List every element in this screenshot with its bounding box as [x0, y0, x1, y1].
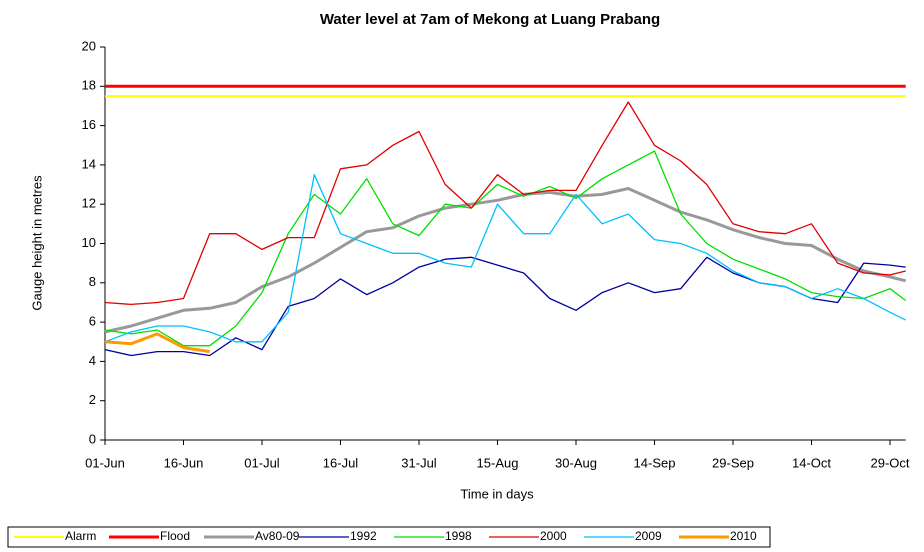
y-tick-label: 16 [82, 117, 96, 132]
x-tick-label: 29-Sep [712, 455, 754, 470]
legend-text: 1992 [350, 529, 377, 543]
x-tick-label: 16-Jul [323, 455, 359, 470]
legend-text: 2000 [540, 529, 567, 543]
x-tick-label: 01-Jun [85, 455, 125, 470]
x-tick-label: 31-Jul [401, 455, 437, 470]
legend-text: 1998 [445, 529, 472, 543]
y-tick-label: 4 [89, 353, 96, 368]
x-tick-label: 30-Aug [555, 455, 597, 470]
y-axis-label: Gauge height in metres [29, 175, 44, 311]
series-line [104, 187, 907, 334]
chart-title: Water level at 7am of Mekong at Luang Pr… [320, 11, 660, 28]
y-tick-label: 6 [89, 314, 96, 329]
legend-box [7, 526, 771, 548]
y-tick-label: 10 [82, 235, 96, 250]
y-tick-label: 0 [89, 431, 96, 446]
y-tick-label: 2 [89, 392, 96, 407]
y-tick-label: 12 [82, 196, 96, 211]
y-tick-label: 14 [82, 156, 96, 171]
x-tick-label: 14-Oct [792, 455, 831, 470]
x-tick-label: 29-Oct [870, 455, 909, 470]
x-axis-label: Time in days [460, 486, 534, 501]
x-tick-label: 01-Jul [244, 455, 280, 470]
y-tick-label: 18 [82, 78, 96, 93]
series-line [104, 101, 906, 306]
y-tick-label: 8 [89, 274, 96, 289]
legend-text: Flood [160, 529, 190, 543]
legend-text: Av80-09 [255, 529, 300, 543]
x-tick-label: 14-Sep [634, 455, 676, 470]
series-line [104, 332, 210, 354]
series-line [104, 150, 907, 347]
series-line [104, 174, 906, 343]
y-tick-label: 20 [82, 38, 96, 53]
x-tick-label: 15-Aug [477, 455, 519, 470]
legend-text: 2009 [635, 529, 662, 543]
legend-text: 2010 [730, 529, 757, 543]
x-tick-label: 16-Jun [164, 455, 204, 470]
legend-text: Alarm [65, 529, 96, 543]
